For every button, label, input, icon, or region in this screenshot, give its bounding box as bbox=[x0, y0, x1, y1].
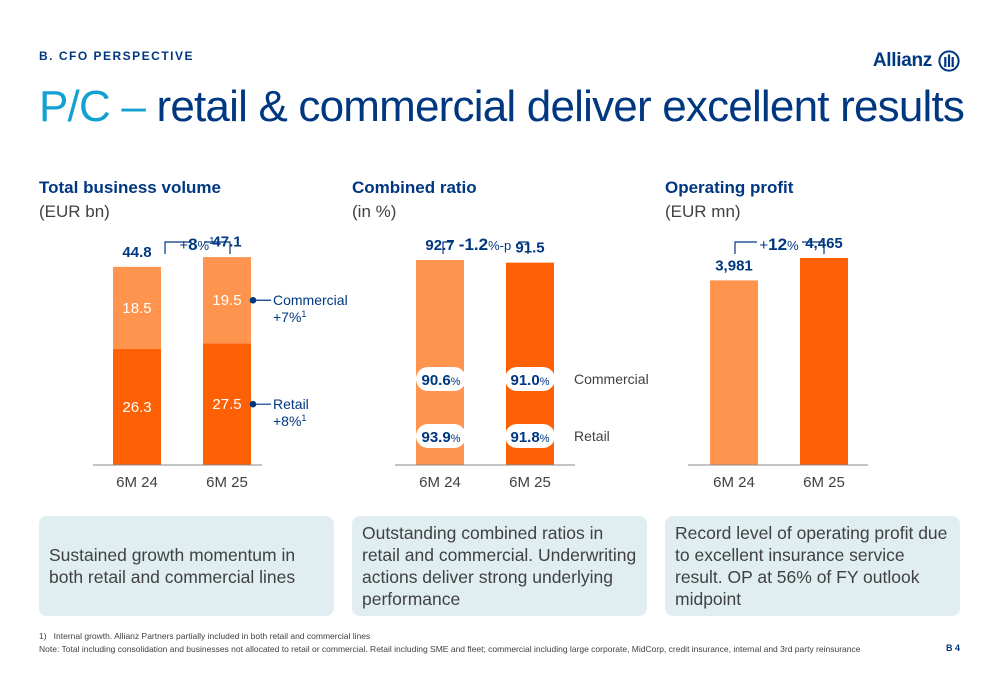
title-main: retail & commercial deliver excellent re… bbox=[156, 82, 965, 131]
panel-subtitle-combined-ratio: (in %) bbox=[352, 202, 397, 221]
value-label-6m25: 4,465 bbox=[805, 235, 843, 252]
bar-commercial-6m25 bbox=[203, 257, 251, 344]
bar-operating-profit-6m25 bbox=[800, 257, 848, 465]
badge-retail-6m24 bbox=[416, 424, 466, 448]
x-tick-6m25: 6M 25 bbox=[509, 474, 551, 491]
legend-dot-commercial bbox=[249, 296, 257, 304]
summary-box-combined-ratio: Outstanding combined ratios in retail an… bbox=[352, 516, 647, 616]
value-label-commercial-6m24: 18.5 bbox=[122, 300, 151, 317]
panel-title-operating-profit: Operating profit bbox=[665, 178, 794, 197]
footnote-note: Note: Total including consolidation and … bbox=[39, 644, 861, 654]
x-tick-6m24: 6M 24 bbox=[116, 474, 158, 491]
panel-subtitle-volume: (EUR bn) bbox=[39, 202, 110, 221]
badge-commercial-6m24 bbox=[416, 367, 466, 391]
value-label-6m24: 3,981 bbox=[715, 257, 753, 274]
brand-name: Allianz bbox=[872, 50, 932, 71]
footnote-1: 1) Internal growth. Allianz Partners par… bbox=[39, 631, 371, 641]
value-label-retail-6m25: 27.5 bbox=[212, 396, 241, 413]
summary-text-volume: Sustained growth momentum in both retail… bbox=[49, 545, 296, 587]
growth-bracket-right bbox=[518, 241, 529, 254]
growth-bracket-right bbox=[204, 241, 231, 254]
growth-bracket-left bbox=[164, 241, 190, 254]
value-label-commercial-6m25: 19.5 bbox=[212, 292, 241, 309]
value-label-retail-6m24: 26.3 bbox=[122, 399, 151, 416]
legend-commercial-growth: +7%1 bbox=[273, 309, 306, 325]
badge-commercial-6m24-text: 90.6% bbox=[422, 372, 461, 389]
bar-commercial-6m24 bbox=[113, 266, 161, 349]
badge-commercial-6m25 bbox=[505, 367, 555, 391]
growth-label: +8%1 bbox=[179, 235, 215, 254]
legend-retail-growth: +8%1 bbox=[273, 413, 306, 429]
legend-commercial: Commercial bbox=[273, 292, 348, 308]
total-label-6m24: 44.8 bbox=[122, 244, 151, 261]
summary-box-operating-profit: Record level of operating profit due to … bbox=[665, 516, 960, 616]
badge-retail-6m25 bbox=[505, 424, 555, 448]
x-tick-6m25: 6M 25 bbox=[206, 474, 248, 491]
badge-commercial-6m25-text: 91.0% bbox=[511, 372, 550, 389]
badge-retail-6m25-text: 91.8% bbox=[511, 429, 550, 446]
title-accent: P/C – bbox=[39, 82, 157, 131]
badge-retail-6m24-text: 93.9% bbox=[422, 429, 461, 446]
summary-text-combined-ratio: Outstanding combined ratios in retail an… bbox=[362, 523, 637, 609]
brand-logo: Allianz bbox=[873, 50, 960, 72]
growth-label: +12% bbox=[759, 235, 799, 254]
bar-retail-6m24 bbox=[113, 348, 161, 465]
growth-label: -1.2%-p bbox=[459, 235, 511, 254]
growth-bracket-left bbox=[442, 241, 453, 254]
section-label: B. CFO PERSPECTIVE bbox=[39, 49, 195, 63]
allianz-eagle-icon bbox=[938, 50, 960, 72]
value-label-6m25: 91.5 bbox=[515, 240, 544, 257]
summary-box-volume: Sustained growth momentum in both retail… bbox=[39, 516, 334, 616]
x-tick-6m24: 6M 24 bbox=[419, 474, 461, 491]
bar-retail-6m25 bbox=[203, 343, 251, 465]
row-label-retail: Retail bbox=[574, 428, 610, 444]
x-tick-6m25: 6M 25 bbox=[803, 474, 845, 491]
x-tick-6m24: 6M 24 bbox=[713, 474, 755, 491]
panel-title-combined-ratio: Combined ratio bbox=[352, 178, 477, 197]
growth-bracket-left bbox=[734, 241, 757, 254]
page-number: B 4 bbox=[945, 643, 960, 653]
panel-title-volume: Total business volume bbox=[39, 178, 222, 197]
value-label-6m24: 92.7 bbox=[425, 237, 454, 254]
growth-bracket-right bbox=[802, 241, 825, 254]
panel-subtitle-operating-profit: (EUR mn) bbox=[665, 202, 741, 221]
row-label-commercial: Commercial bbox=[574, 371, 649, 387]
summary-text-operating-profit: Record level of operating profit due to … bbox=[675, 523, 948, 609]
page-title: P/C – retail & commercial deliver excell… bbox=[39, 82, 965, 132]
total-label-6m25: 47.1 bbox=[212, 234, 241, 251]
legend-dot-retail bbox=[249, 400, 257, 408]
legend-retail: Retail bbox=[273, 396, 309, 412]
bar-operating-profit-6m24 bbox=[710, 280, 758, 465]
